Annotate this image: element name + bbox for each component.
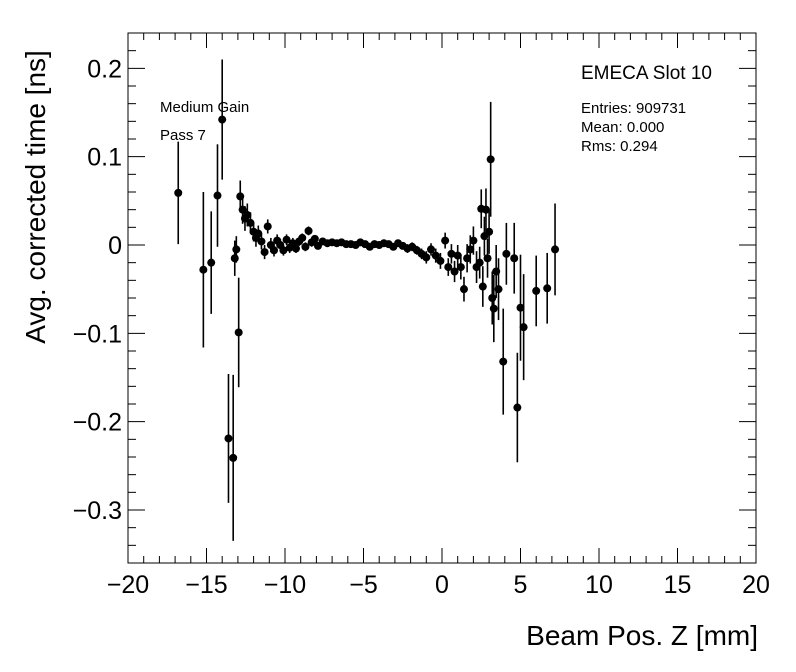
data-point xyxy=(257,237,266,246)
x-axis-title: Beam Pos. Z [mm] xyxy=(526,620,758,651)
data-point xyxy=(199,265,208,274)
data-point xyxy=(543,284,552,293)
data-point xyxy=(466,245,475,254)
data-point xyxy=(229,453,238,462)
x-tick-label: 20 xyxy=(742,571,770,599)
y-tick-label: −0.1 xyxy=(73,320,122,348)
entries-label: Entries: 909731 xyxy=(581,100,687,117)
y-tick-label: −0.3 xyxy=(73,497,122,525)
data-point xyxy=(481,205,490,214)
data-point xyxy=(459,285,468,294)
rms-label: Rms: 0.294 xyxy=(581,138,658,155)
y-axis: 0.2 0.1 0 −0.1 −0.2 −0.3 xyxy=(73,32,756,564)
data-point xyxy=(494,285,503,294)
x-tick-label: 15 xyxy=(664,571,692,599)
data-point xyxy=(551,245,560,254)
data-point xyxy=(174,188,183,197)
data-point xyxy=(510,254,519,263)
data-point xyxy=(224,434,233,443)
data-point xyxy=(427,245,436,254)
data-point xyxy=(469,236,478,245)
y-tick-label: −0.2 xyxy=(73,409,122,437)
x-tick-label: −15 xyxy=(185,571,227,599)
x-tick-label: −5 xyxy=(349,571,378,599)
x-tick-label: −20 xyxy=(107,571,149,599)
data-point xyxy=(456,263,465,272)
y-tick-label: 0 xyxy=(108,232,122,260)
y-axis-title: Avg. corrected time [ns] xyxy=(20,50,51,344)
data-point xyxy=(489,304,498,313)
gain-label: Medium Gain xyxy=(160,99,250,116)
data-point xyxy=(291,244,300,253)
data-point xyxy=(310,234,319,243)
slot-label: EMECA Slot 10 xyxy=(581,63,712,84)
data-point xyxy=(532,286,541,295)
data-point xyxy=(441,236,450,245)
data-point xyxy=(488,294,497,302)
data-point xyxy=(207,258,216,267)
x-tick-label: −10 xyxy=(264,571,306,599)
data-point xyxy=(513,403,522,412)
data-point xyxy=(431,251,440,260)
data-point xyxy=(499,357,508,366)
data-point xyxy=(234,328,243,337)
data-point xyxy=(246,218,255,227)
data-point xyxy=(301,242,310,251)
data-point xyxy=(263,222,272,231)
data-point xyxy=(232,245,241,254)
data-point xyxy=(519,323,528,332)
y-tick-label: 0.1 xyxy=(87,144,122,172)
data-point xyxy=(270,246,279,255)
data-point xyxy=(243,210,252,219)
data-point xyxy=(502,249,511,258)
pass-label: Pass 7 xyxy=(160,127,206,144)
data-point xyxy=(478,282,487,291)
x-tick-label: 5 xyxy=(514,571,528,599)
data-point xyxy=(453,251,462,260)
data-point xyxy=(218,115,227,124)
data-point xyxy=(304,226,313,235)
x-axis: −20 −15 −10 −5 0 5 10 15 20 xyxy=(107,33,770,599)
data-point xyxy=(254,229,263,238)
data-point xyxy=(282,235,291,244)
data-point xyxy=(260,248,269,257)
data-point xyxy=(516,303,525,312)
data-point xyxy=(444,263,453,272)
x-tick-label: 10 xyxy=(585,571,613,599)
data-point xyxy=(463,254,472,263)
data-point xyxy=(486,155,495,164)
mean-label: Mean: 0.000 xyxy=(581,119,665,136)
data-point xyxy=(447,249,456,258)
data-point xyxy=(483,254,492,263)
data-point xyxy=(485,227,494,236)
data-point xyxy=(475,258,484,267)
data-point xyxy=(422,253,431,262)
data-layer xyxy=(174,59,560,541)
data-point xyxy=(230,254,239,263)
data-point xyxy=(279,246,288,255)
x-tick-label: 0 xyxy=(435,571,449,599)
data-point xyxy=(436,256,445,265)
y-tick-label: 0.2 xyxy=(87,55,122,83)
data-point xyxy=(213,191,222,200)
data-point xyxy=(298,233,307,242)
data-point xyxy=(450,267,459,276)
